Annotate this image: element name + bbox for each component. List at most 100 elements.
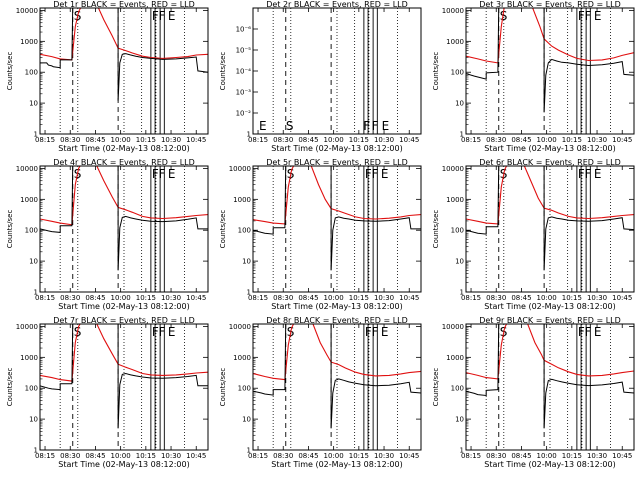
x-tick-label: 08:30	[486, 294, 506, 302]
plot-frame	[465, 7, 635, 135]
y-tick-label: 10	[242, 258, 251, 266]
y-tick-label: 10	[29, 258, 38, 266]
panel-title: Det 8r BLACK = Events, RED = LLD	[266, 316, 408, 325]
x-tick-label: 10:30	[587, 136, 607, 144]
x-tick-label: 08:15	[461, 452, 481, 460]
events-line	[40, 166, 208, 271]
x-axis-label: Start Time (02-May-13 08:12:00)	[484, 460, 615, 469]
y-tick-label: 1	[460, 131, 464, 139]
reference-lines	[59, 8, 185, 134]
y-tick-label: 100	[25, 69, 38, 77]
panel-2: Det 2r BLACK = Events, RED = LLD Counts/s…	[219, 0, 422, 153]
x-tick-label: 10:45	[186, 136, 206, 144]
y-tick-label: 10000	[442, 7, 464, 15]
marker-f: F	[372, 325, 379, 339]
reference-lines	[272, 166, 398, 292]
y-tick-label: 1000	[446, 196, 464, 204]
marker-f: F	[363, 119, 370, 133]
panel-title: Det 5r BLACK = Events, RED = LLD	[266, 158, 408, 167]
marker-s: S	[286, 119, 294, 133]
x-tick-label: 10:00	[324, 136, 344, 144]
panel-8: Det 8r BLACK = Events, RED = LLD Counts/s…	[219, 316, 422, 469]
x-tick-label: 10:00	[324, 294, 344, 302]
x-tick-label: 08:45	[85, 452, 105, 460]
x-tick-label: 08:45	[298, 136, 318, 144]
panel-3: Det 3r BLACK = Events, RED = LLD Counts/s…	[432, 0, 635, 153]
x-tick-label: 08:15	[461, 136, 481, 144]
panel-title: Det 7r BLACK = Events, RED = LLD	[53, 316, 195, 325]
y-tick-label: 10	[455, 258, 464, 266]
x-tick-label: 10:00	[537, 136, 557, 144]
x-tick-label: 08:15	[35, 452, 55, 460]
marker-f: F	[585, 9, 592, 23]
y-tick-label: 100	[451, 69, 464, 77]
x-tick-label: 08:15	[35, 136, 55, 144]
x-tick-label: 10:30	[587, 294, 607, 302]
y-tick-label: 10⁻⁵	[236, 47, 252, 55]
marker-f: F	[159, 9, 166, 23]
x-tick-label: 10:15	[562, 136, 582, 144]
x-tick-label: 10:45	[186, 452, 206, 460]
panel-9: Det 9r BLACK = Events, RED = LLD Counts/s…	[432, 316, 635, 469]
reference-lines	[485, 8, 611, 134]
marker-e: E	[381, 167, 389, 181]
x-tick-label: 10:00	[111, 136, 131, 144]
marker-e: E	[594, 167, 602, 181]
marker-f: F	[372, 119, 379, 133]
y-tick-label: 1	[247, 131, 251, 139]
x-tick-label: 10:00	[111, 452, 131, 460]
marker-e: E	[381, 325, 389, 339]
y-tick-label: 100	[25, 385, 38, 393]
events-line	[466, 166, 634, 271]
marker-e: E	[259, 119, 267, 133]
y-axis-label: Counts/sec	[432, 368, 440, 407]
x-tick-label: 10:00	[537, 294, 557, 302]
marker-e: E	[382, 119, 390, 133]
x-tick-label: 10:45	[399, 136, 419, 144]
x-axis-label: Start Time (02-May-13 08:12:00)	[484, 302, 615, 311]
x-tick-label: 10:45	[399, 294, 419, 302]
x-tick-label: 10:15	[136, 136, 156, 144]
x-tick-label: 08:45	[511, 452, 531, 460]
panel-title: Det 1r BLACK = Events, RED = LLD	[53, 0, 195, 9]
y-tick-label: 1	[460, 289, 464, 297]
x-tick-label: 10:45	[612, 136, 632, 144]
marker-f: F	[585, 325, 592, 339]
series	[253, 324, 421, 429]
y-tick-label: 1000	[20, 354, 38, 362]
x-tick-label: 10:15	[136, 294, 156, 302]
panel-title: Det 6r BLACK = Events, RED = LLD	[479, 158, 621, 167]
marker-e: E	[594, 9, 602, 23]
lld-line	[466, 324, 634, 380]
x-tick-label: 10:15	[562, 294, 582, 302]
x-tick-label: 10:45	[186, 294, 206, 302]
marker-f: F	[578, 325, 585, 339]
y-tick-label: 1000	[233, 354, 251, 362]
y-axis-label: Counts/sec	[219, 52, 227, 91]
x-tick-label: 08:30	[273, 136, 293, 144]
y-tick-label: 1	[34, 447, 38, 455]
y-tick-label: 1000	[20, 38, 38, 46]
y-tick-label: 1000	[446, 354, 464, 362]
lld-line	[253, 324, 421, 381]
y-axis-label: Counts/sec	[432, 52, 440, 91]
y-tick-label: 1000	[233, 196, 251, 204]
x-tick-label: 08:15	[248, 452, 268, 460]
x-axis-label: Start Time (02-May-13 08:12:00)	[271, 144, 402, 153]
reference-lines	[272, 324, 398, 450]
x-tick-label: 10:15	[349, 294, 369, 302]
series	[40, 324, 208, 429]
plot-frame	[465, 323, 635, 451]
y-tick-label: 10	[455, 100, 464, 108]
events-line	[253, 324, 421, 429]
events-line	[40, 8, 208, 101]
x-tick-label: 10:30	[587, 452, 607, 460]
y-tick-label: 1000	[20, 196, 38, 204]
events-line	[40, 324, 208, 429]
x-tick-label: 10:15	[562, 452, 582, 460]
events-line	[253, 166, 421, 271]
y-axis-label: Counts/sec	[6, 368, 14, 407]
series	[253, 166, 421, 271]
lld-line	[466, 8, 634, 64]
